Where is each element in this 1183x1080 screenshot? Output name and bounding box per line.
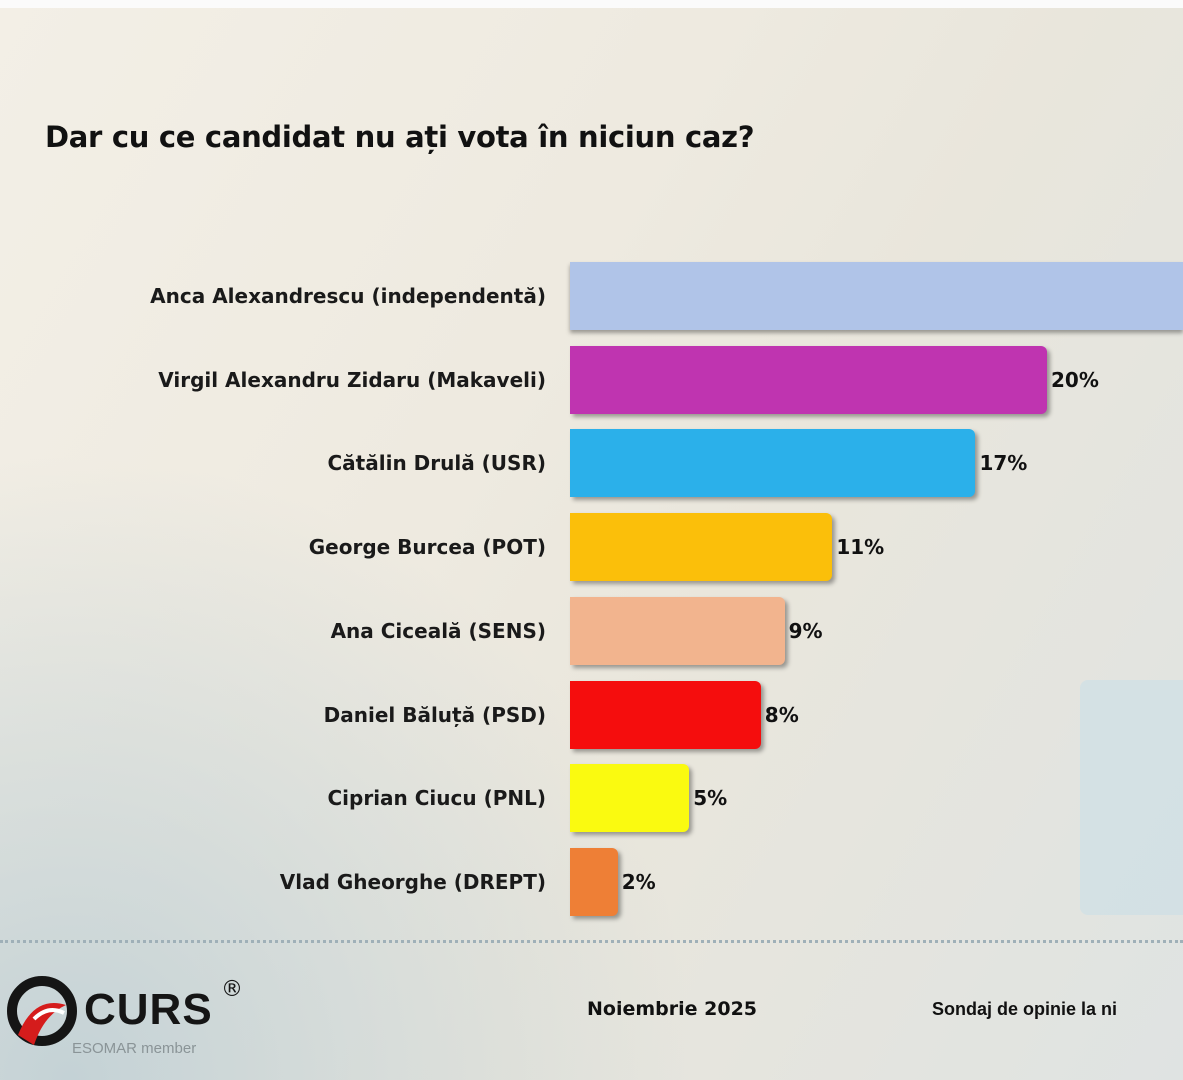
- top-strip: [0, 0, 1183, 8]
- bar: [570, 596, 785, 665]
- survey-date: Noiembrie 2025: [587, 998, 758, 1020]
- bar: [570, 764, 690, 833]
- bar: [570, 429, 976, 498]
- registered-mark: ®: [221, 977, 243, 1002]
- brand-name: CURS: [84, 985, 213, 1034]
- bar: [570, 262, 1183, 330]
- category-label: Daniel Băluță (PSD): [323, 702, 546, 727]
- category-label: Cătălin Drulă (USR): [327, 451, 547, 476]
- value-label: 11%: [836, 535, 885, 560]
- category-label: Virgil Alexandru Zidaru (Makaveli): [158, 367, 546, 392]
- bar: [570, 513, 833, 582]
- ballot-box-graphic: [1080, 680, 1183, 915]
- value-label: 17%: [979, 451, 1028, 476]
- bar: [570, 345, 1047, 414]
- value-label: 9%: [788, 618, 823, 643]
- dotted-divider: [0, 940, 1183, 943]
- value-label: 8%: [764, 702, 799, 727]
- bar: [570, 680, 761, 749]
- value-label: 20%: [1051, 367, 1099, 392]
- category-label: George Burcea (POT): [308, 535, 546, 560]
- bar: [570, 847, 618, 916]
- category-label: Ciprian Ciucu (PNL): [327, 786, 546, 811]
- esomar-badge: ESOMAR member: [72, 1040, 197, 1057]
- category-label: Vlad Gheorghe (DREPT): [279, 869, 546, 894]
- curs-logo-icon: [7, 976, 77, 1046]
- value-label: 5%: [693, 786, 728, 811]
- chart-title: Dar cu ce candidat nu ați vota în niciun…: [45, 120, 755, 154]
- category-label: Anca Alexandrescu (independentă): [150, 284, 546, 308]
- survey-description: Sondaj de opinie la ni: [932, 999, 1118, 1019]
- category-label: Ana Ciceală (SENS): [330, 618, 546, 643]
- value-label: 2%: [621, 869, 656, 894]
